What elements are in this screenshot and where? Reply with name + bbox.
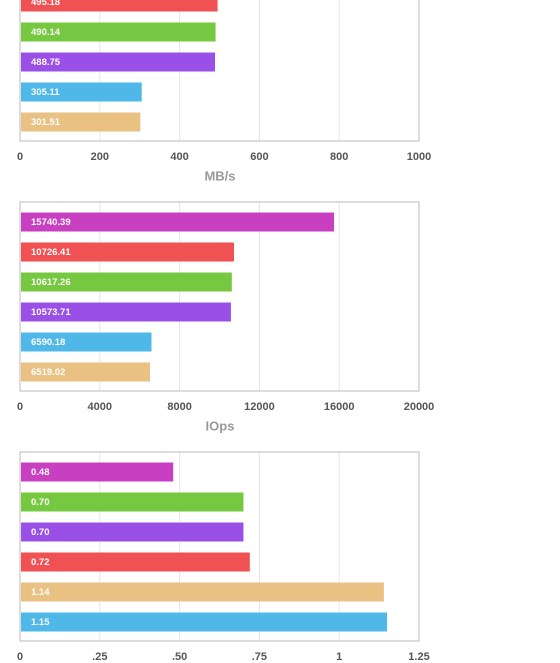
value-label: 0.72 [31, 557, 50, 568]
x-tick-label: 8000 [167, 401, 191, 413]
bar [21, 242, 234, 262]
x-tick-label: 0 [17, 151, 23, 163]
bar [21, 462, 174, 482]
bar [21, 272, 232, 292]
value-label: 0.70 [31, 497, 50, 508]
value-label: 10726.41 [31, 247, 71, 258]
plot-frame [19, 0, 420, 142]
plot-frame [19, 451, 420, 642]
bar [21, 362, 151, 382]
x-tick-label: 800 [330, 151, 348, 163]
x-tick-label: 16000 [324, 401, 355, 413]
x-tick-label: 0 [17, 401, 23, 413]
bar [21, 492, 244, 512]
x-tick-label: .25 [92, 651, 107, 663]
value-label: 6590.18 [31, 337, 65, 348]
bar [21, 0, 218, 12]
bar [21, 302, 231, 322]
value-label: 490.14 [31, 27, 61, 38]
bar [21, 552, 250, 572]
value-label: 15740.39 [31, 217, 71, 228]
x-tick-label: 1.25 [408, 651, 429, 663]
bar [21, 22, 216, 42]
value-label: 6519.02 [31, 367, 65, 378]
x-tick-label: 0 [17, 651, 23, 663]
value-label: 10573.71 [31, 307, 71, 318]
value-label: 495.18 [31, 0, 60, 8]
axis-title: MB/s [204, 168, 235, 183]
x-tick-label: 12000 [244, 401, 275, 413]
bar [21, 112, 141, 132]
x-tick-label: 200 [91, 151, 109, 163]
x-tick-label: .75 [252, 651, 267, 663]
x-tick-label: 1 [336, 651, 342, 663]
x-tick-label: 600 [250, 151, 268, 163]
x-tick-label: 1000 [407, 151, 431, 163]
value-label: 488.75 [31, 57, 61, 68]
bar [21, 212, 335, 232]
value-label: 0.48 [31, 467, 50, 478]
x-tick-label: 4000 [88, 401, 112, 413]
bar [21, 82, 142, 102]
plot-frame [19, 201, 420, 392]
x-tick-label: 20000 [404, 401, 435, 413]
bar [21, 582, 384, 602]
value-label: 0.70 [31, 527, 50, 538]
bar [21, 332, 152, 352]
value-label: 305.11 [31, 87, 60, 98]
x-tick-label: 400 [170, 151, 188, 163]
bar [21, 522, 244, 542]
bar [21, 612, 388, 632]
value-label: 1.14 [31, 587, 50, 598]
axis-title: IOps [206, 418, 235, 433]
x-tick-label: .50 [172, 651, 187, 663]
value-label: 10617.26 [31, 277, 71, 288]
value-label: 301.51 [31, 117, 61, 128]
value-label: 1.15 [31, 617, 50, 628]
bar [21, 52, 216, 72]
